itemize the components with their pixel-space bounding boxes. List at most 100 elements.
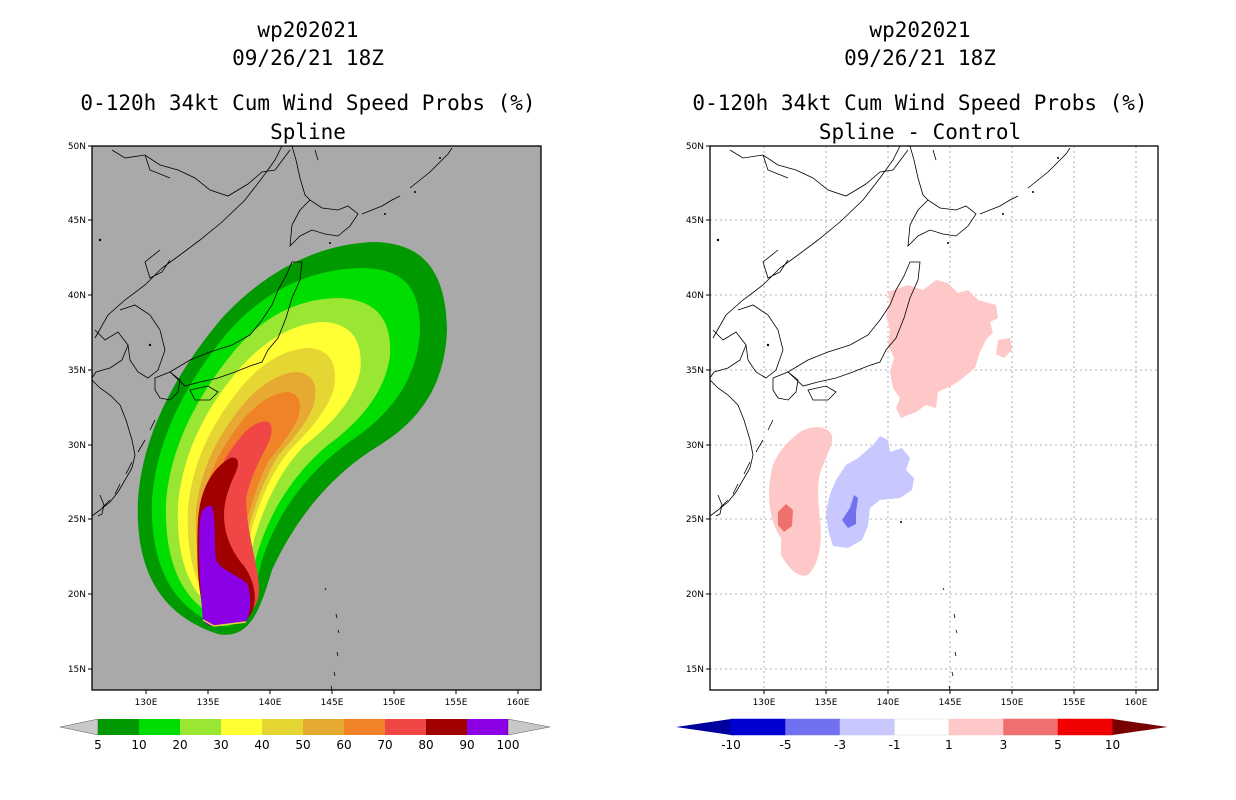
japan-hokkaido xyxy=(289,199,359,248)
small-islands xyxy=(98,157,441,347)
lat-tick-label: 25N xyxy=(68,515,86,525)
bonin-islands xyxy=(942,587,958,690)
asia-coast xyxy=(710,146,909,379)
lon-ticks: 130E 135E 140E 145E 150E 155E 160E xyxy=(753,690,1148,708)
lon-tick-label: 135E xyxy=(815,698,838,708)
colorbar-label: 5 xyxy=(94,738,102,752)
lon-tick-label: 135E xyxy=(197,698,220,708)
positive-area-core xyxy=(778,504,793,532)
lat-tick-label: 45N xyxy=(68,216,86,226)
lon-tick-label: 140E xyxy=(259,698,282,708)
taiwan xyxy=(715,494,723,517)
lon-tick-label: 150E xyxy=(383,698,406,708)
positive-area-north-lobe xyxy=(996,338,1012,358)
lon-tick-label: 160E xyxy=(1125,698,1148,708)
colorbar-label: 5 xyxy=(1054,738,1062,752)
colorbar-swatch xyxy=(344,719,385,735)
map-frame xyxy=(709,145,1159,691)
ryukyu-islands xyxy=(101,419,156,509)
lon-tick-label: 155E xyxy=(1063,698,1086,708)
colorbar-swatch xyxy=(1057,718,1113,736)
colorbar-swatch xyxy=(1003,718,1059,736)
contour-90 xyxy=(199,505,251,626)
colorbar-high-end xyxy=(1112,719,1168,735)
colorbar-label: 100 xyxy=(497,738,520,752)
kuril-islands xyxy=(979,147,1071,215)
lon-ticks: 130E 135E 140E 145E 150E 155E 160E xyxy=(135,690,530,708)
grid-lines xyxy=(710,146,1158,690)
colorbar-label: 1 xyxy=(945,738,953,752)
colorbar-swatch xyxy=(730,718,786,736)
probability-contours xyxy=(137,242,447,635)
colorbar-swatch xyxy=(221,719,262,735)
lon-tick-label: 140E xyxy=(877,698,900,708)
colorbar-label: 10 xyxy=(1105,738,1120,752)
lat-tick-label: 50N xyxy=(68,142,86,152)
difference-map-svg: 50N 45N 40N 35N 30N 25N 20N 15N 130E 135E 140E 145… xyxy=(676,142,1168,752)
colorbar-label: -3 xyxy=(834,738,846,752)
lon-tick-label: 130E xyxy=(753,698,776,708)
japan-shikoku xyxy=(189,385,219,401)
bonin-islands xyxy=(324,587,340,690)
colorbar-label: 80 xyxy=(418,738,433,752)
map-frame xyxy=(91,145,542,691)
lon-tick-label: 145E xyxy=(939,698,962,708)
colorbar-label: -10 xyxy=(721,738,741,752)
kuril-islands xyxy=(361,147,453,215)
lat-tick-label: 30N xyxy=(686,441,704,451)
product-title: 0-120h 34kt Cum Wind Speed Probs (%) xyxy=(692,91,1148,115)
lon-tick-label: 130E xyxy=(135,698,158,708)
colorbar-label: 90 xyxy=(459,738,474,752)
colorbar-label: 30 xyxy=(213,738,228,752)
contour-100-edge xyxy=(202,619,247,627)
taiwan xyxy=(97,494,105,517)
spline-panel: wp202021 09/26/21 18Z 0-120h 34kt Cum Wi… xyxy=(59,18,551,752)
colorbar-label: 3 xyxy=(1000,738,1008,752)
lat-tick-label: 40N xyxy=(686,291,704,301)
negative-area-core xyxy=(842,495,858,528)
datetime-title: 09/26/21 18Z xyxy=(844,46,996,70)
japan-hokkaido xyxy=(907,199,977,248)
storm-id-title: wp202021 xyxy=(257,18,359,42)
lat-tick-label: 50N xyxy=(686,142,704,152)
colorbar-label: 60 xyxy=(336,738,351,752)
lon-tick-label: 155E xyxy=(445,698,468,708)
colorbar-swatch xyxy=(839,718,895,736)
storm-id-title: wp202021 xyxy=(869,18,971,42)
lat-ticks: 50N 45N 40N 35N 30N 25N 20N 15N xyxy=(686,142,710,675)
colorbar-label: 20 xyxy=(172,738,187,752)
small-islands xyxy=(716,157,1059,523)
colorbar-high-end xyxy=(507,718,551,736)
colorbar-swatch xyxy=(139,719,180,735)
korea xyxy=(737,304,784,379)
sakhalin xyxy=(909,146,937,201)
colorbar-swatch xyxy=(262,719,303,735)
colorbar-swatch xyxy=(180,719,221,735)
ryukyu-islands xyxy=(719,419,774,509)
difference-areas xyxy=(769,280,1012,576)
colorbar-swatch xyxy=(948,718,1004,736)
lon-tick-label: 145E xyxy=(321,698,344,708)
subtitle: Spline xyxy=(270,120,346,144)
korea xyxy=(119,304,166,379)
lat-tick-label: 40N xyxy=(68,291,86,301)
colorbar-swatch xyxy=(385,719,426,735)
coastlines xyxy=(710,146,1071,690)
lon-tick-label: 160E xyxy=(507,698,530,708)
positive-area-north xyxy=(886,280,998,418)
colorbar-label: -1 xyxy=(889,738,901,752)
colorbar-swatch xyxy=(894,718,950,736)
lat-tick-label: 20N xyxy=(686,590,704,600)
china-coast xyxy=(92,379,136,517)
colorbar-label: 50 xyxy=(295,738,310,752)
lat-tick-label: 35N xyxy=(686,366,704,376)
colorbar-swatch xyxy=(467,719,508,735)
positive-area-south xyxy=(769,427,833,576)
japan-honshu xyxy=(169,261,303,387)
colorbar-label: 10 xyxy=(131,738,146,752)
lat-ticks: 50N 45N 40N 35N 30N 25N 20N 15N xyxy=(68,142,92,675)
colorbar-label: -5 xyxy=(780,738,792,752)
colorbar-swatch xyxy=(303,719,344,735)
colorbar-label: 40 xyxy=(254,738,269,752)
product-title: 0-120h 34kt Cum Wind Speed Probs (%) xyxy=(80,91,536,115)
